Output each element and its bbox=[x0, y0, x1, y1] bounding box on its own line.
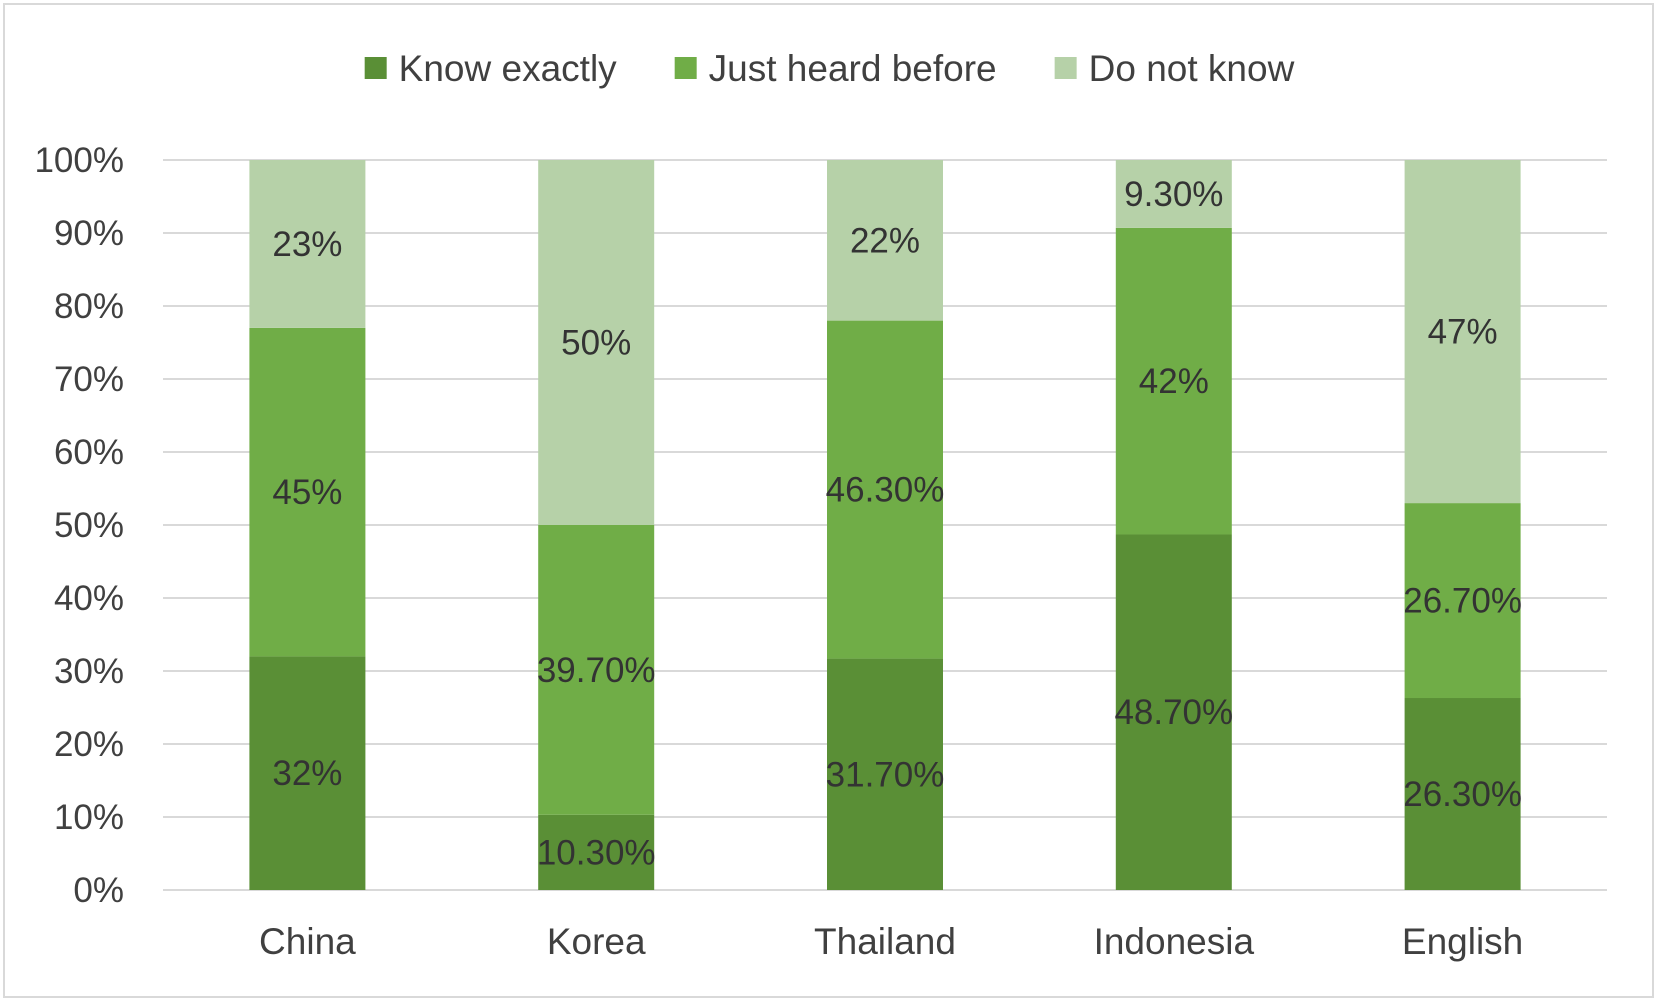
data-label: 26.70% bbox=[1403, 582, 1522, 621]
bars bbox=[249, 160, 1521, 890]
data-label: 22% bbox=[850, 221, 920, 260]
bar-segment bbox=[249, 160, 366, 328]
bar-segment bbox=[1115, 534, 1232, 890]
y-tick-label: 60% bbox=[54, 433, 124, 472]
legend: Know exactly Just heard before Do not know bbox=[364, 48, 1295, 89]
bar-segment bbox=[1404, 503, 1521, 699]
y-tick-label: 50% bbox=[54, 506, 124, 545]
y-tick-label: 100% bbox=[34, 141, 124, 180]
legend-label: Know exactly bbox=[399, 48, 617, 89]
bar-segment bbox=[538, 160, 655, 525]
data-label: 46.30% bbox=[826, 471, 945, 510]
data-label: 42% bbox=[1139, 362, 1209, 401]
y-tick-label: 0% bbox=[73, 871, 124, 910]
x-tick-label: Korea bbox=[547, 921, 646, 962]
x-tick-label: China bbox=[259, 921, 356, 962]
bar-segment bbox=[249, 656, 366, 890]
data-label: 10.30% bbox=[537, 833, 656, 872]
data-label: 39.70% bbox=[537, 651, 656, 690]
bar-segment bbox=[249, 327, 366, 657]
data-label: 23% bbox=[272, 225, 342, 264]
data-label: 26.30% bbox=[1403, 775, 1522, 814]
data-label: 50% bbox=[561, 324, 631, 363]
y-tick-label: 10% bbox=[54, 798, 124, 837]
data-label: 47% bbox=[1428, 313, 1498, 352]
data-label: 9.30% bbox=[1124, 175, 1223, 214]
data-label: 31.70% bbox=[826, 755, 945, 794]
bar-segment bbox=[538, 525, 655, 815]
x-axis: China Korea Thailand Indonesia English bbox=[259, 921, 1523, 962]
y-axis: 0% 10% 20% 30% 40% 50% 60% 70% 80% 90% 100% bbox=[34, 141, 124, 910]
data-label: 32% bbox=[272, 754, 342, 793]
bar-segment bbox=[827, 160, 943, 321]
bar-segment bbox=[1115, 160, 1232, 228]
data-label: 48.70% bbox=[1114, 693, 1233, 732]
legend-label: Do not know bbox=[1089, 48, 1295, 89]
legend-swatch bbox=[364, 57, 387, 79]
bar-segment bbox=[1115, 227, 1232, 535]
data-label: 45% bbox=[272, 473, 342, 512]
bar-segment bbox=[538, 814, 655, 890]
legend-label: Just heard before bbox=[709, 48, 997, 89]
data-labels: 32% 45% 23% 10.30% 39.70% 50% 31.70% 46.30% 22% 4… bbox=[272, 175, 1522, 872]
x-tick-label: Indonesia bbox=[1094, 921, 1255, 962]
y-tick-label: 40% bbox=[54, 579, 124, 618]
y-tick-label: 90% bbox=[54, 214, 124, 253]
bar-segment bbox=[827, 320, 943, 659]
y-tick-label: 20% bbox=[54, 725, 124, 764]
x-tick-label: Thailand bbox=[814, 921, 956, 962]
bar-segment bbox=[1404, 698, 1521, 890]
y-tick-label: 80% bbox=[54, 287, 124, 326]
bar-segment bbox=[1404, 160, 1521, 504]
legend-swatch bbox=[674, 57, 697, 79]
legend-swatch bbox=[1054, 57, 1077, 79]
y-tick-label: 30% bbox=[54, 652, 124, 691]
bar-segment bbox=[827, 658, 943, 890]
y-tick-label: 70% bbox=[54, 360, 124, 399]
x-tick-label: English bbox=[1402, 921, 1523, 962]
